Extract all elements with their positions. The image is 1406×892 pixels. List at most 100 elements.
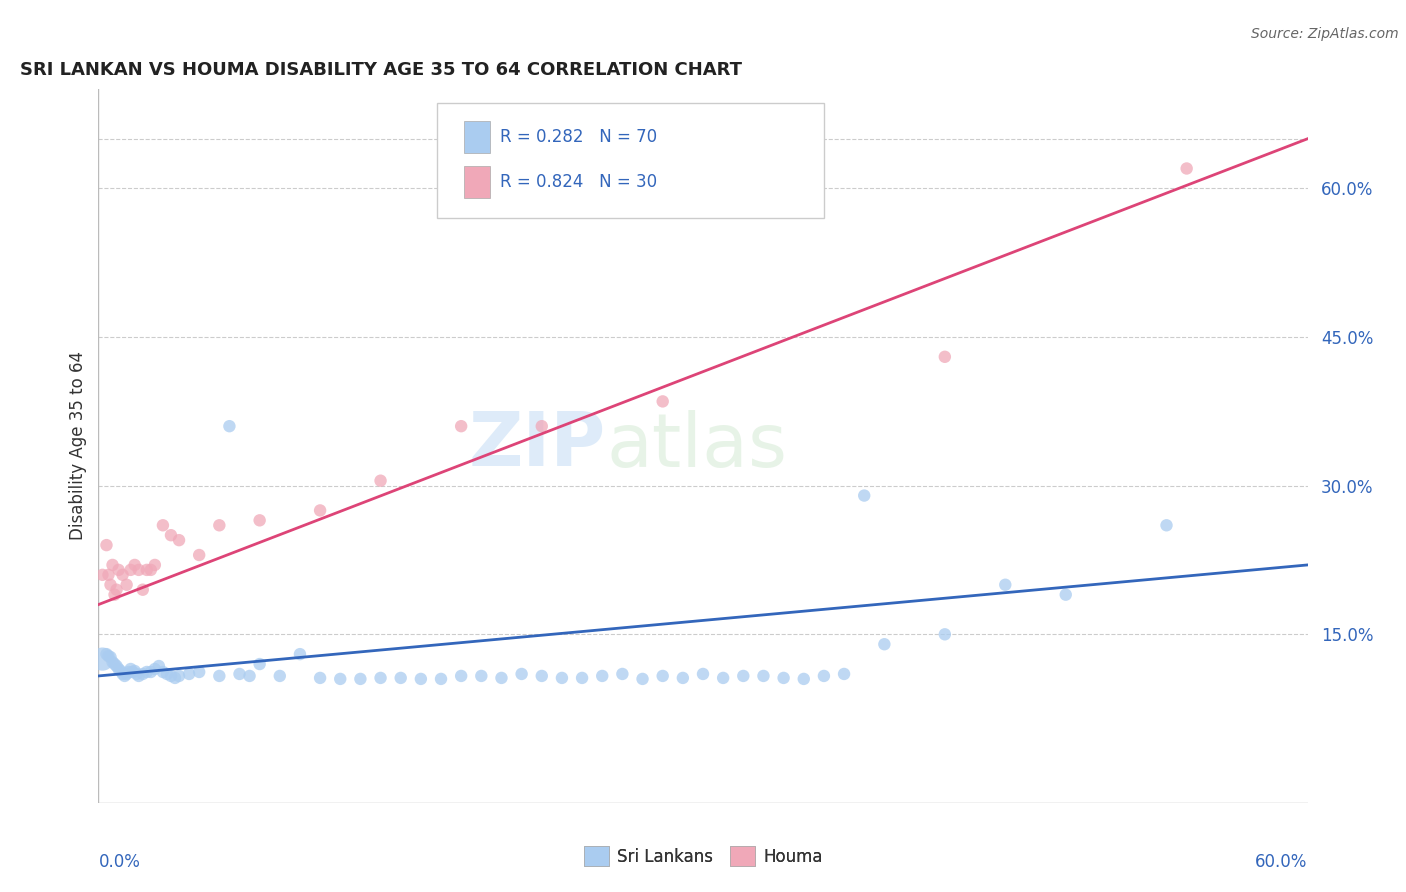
Point [103, 588, 125, 602]
Legend: Sri Lankans, Houma: Sri Lankans, Houma [576, 839, 830, 873]
Point [470, 669, 492, 683]
Point [132, 667, 155, 681]
Point [510, 667, 533, 681]
Point [121, 665, 143, 679]
Point [530, 669, 553, 683]
FancyBboxPatch shape [464, 166, 491, 198]
Point [103, 657, 125, 671]
Point [101, 558, 124, 572]
Point [752, 669, 775, 683]
Point [530, 419, 553, 434]
Point [793, 672, 815, 686]
Text: 0.0%: 0.0% [98, 853, 141, 871]
Point [934, 627, 956, 641]
Point [239, 669, 262, 683]
Point [934, 350, 956, 364]
Text: R = 0.824   N = 30: R = 0.824 N = 30 [501, 173, 657, 191]
Point [143, 558, 166, 572]
Point [309, 671, 332, 685]
Point [91, 567, 114, 582]
Point [571, 671, 593, 685]
Point [91, 652, 114, 666]
Point [853, 489, 876, 503]
Point [218, 419, 240, 434]
Point [409, 672, 432, 686]
Point [711, 671, 734, 685]
Point [249, 657, 271, 671]
Point [873, 637, 896, 651]
Point [101, 655, 124, 669]
Point [612, 667, 634, 681]
Point [208, 669, 231, 683]
Point [651, 669, 673, 683]
Point [208, 518, 231, 533]
Text: ZIP: ZIP [470, 409, 606, 483]
Point [120, 662, 142, 676]
Point [111, 567, 134, 582]
Point [139, 563, 162, 577]
Point [309, 503, 332, 517]
Point [114, 669, 136, 683]
Point [120, 563, 142, 577]
Point [167, 533, 190, 548]
Point [143, 662, 166, 676]
Point [105, 582, 128, 597]
Point [389, 671, 412, 685]
Point [370, 671, 392, 685]
Point [124, 664, 146, 678]
Point [228, 667, 250, 681]
Point [450, 669, 472, 683]
Point [329, 672, 352, 686]
Point [163, 671, 186, 685]
Point [110, 664, 132, 678]
Point [1156, 518, 1178, 533]
Point [156, 667, 179, 681]
Point [430, 672, 453, 686]
Point [772, 671, 794, 685]
Point [96, 647, 118, 661]
Point [167, 669, 190, 683]
Point [139, 665, 162, 679]
FancyBboxPatch shape [437, 103, 824, 218]
Point [97, 567, 120, 582]
Point [125, 667, 148, 681]
Point [370, 474, 392, 488]
Point [994, 578, 1017, 592]
Point [269, 669, 291, 683]
FancyBboxPatch shape [464, 121, 491, 153]
Point [288, 647, 311, 661]
Point [188, 548, 211, 562]
Point [349, 672, 371, 686]
Point [128, 563, 150, 577]
Point [188, 665, 211, 679]
Point [107, 662, 129, 676]
Point [651, 394, 673, 409]
Point [249, 513, 271, 527]
Point [692, 667, 714, 681]
Point [672, 671, 695, 685]
Point [118, 665, 141, 679]
Point [551, 671, 574, 685]
Point [160, 528, 183, 542]
Text: SRI LANKAN VS HOUMA DISABILITY AGE 35 TO 64 CORRELATION CHART: SRI LANKAN VS HOUMA DISABILITY AGE 35 TO… [20, 62, 742, 79]
Point [135, 563, 157, 577]
Point [631, 672, 654, 686]
Point [100, 650, 122, 665]
Point [107, 563, 129, 577]
Point [832, 667, 855, 681]
Point [152, 665, 174, 679]
Text: R = 0.282   N = 70: R = 0.282 N = 70 [501, 128, 657, 146]
Point [177, 667, 201, 681]
Point [111, 667, 134, 681]
Point [160, 669, 183, 683]
Point [1054, 588, 1077, 602]
Point [450, 419, 472, 434]
Point [135, 665, 157, 679]
Point [491, 671, 513, 685]
Point [813, 669, 835, 683]
Point [97, 649, 120, 664]
Text: atlas: atlas [606, 409, 787, 483]
Point [105, 659, 128, 673]
Point [115, 578, 138, 592]
Point [115, 667, 138, 681]
